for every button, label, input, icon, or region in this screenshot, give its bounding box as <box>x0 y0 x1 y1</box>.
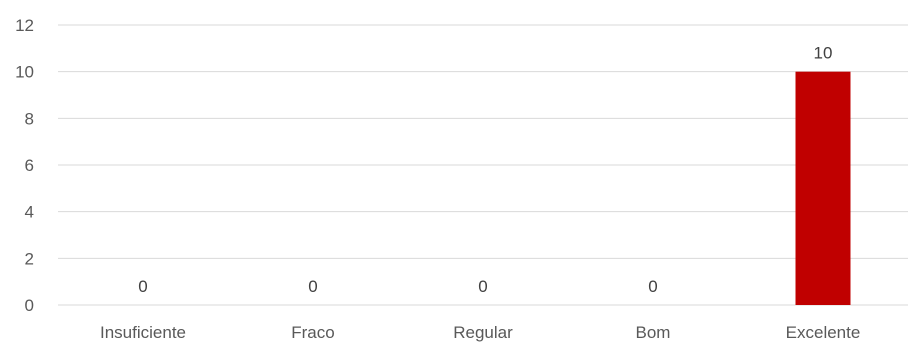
x-category-label: Fraco <box>291 323 334 342</box>
y-tick-label: 2 <box>25 249 34 268</box>
data-label-regular: 0 <box>478 277 487 296</box>
y-tick-label: 10 <box>15 63 34 82</box>
x-axis: Insuficiente Fraco Regular Bom Excelente <box>100 323 860 342</box>
data-label-excelente: 10 <box>814 44 833 63</box>
x-category-label: Regular <box>453 323 513 342</box>
data-labels: 0 0 0 0 10 <box>138 44 832 296</box>
x-category-label: Bom <box>636 323 671 342</box>
x-category-label: Insuficiente <box>100 323 186 342</box>
y-tick-label: 12 <box>15 16 34 35</box>
data-label-fraco: 0 <box>308 277 317 296</box>
data-label-insuficiente: 0 <box>138 277 147 296</box>
y-axis: 0 2 4 6 8 10 12 <box>15 16 34 315</box>
gridlines <box>58 24 908 306</box>
y-tick-label: 8 <box>25 109 34 128</box>
bars <box>795 71 851 306</box>
y-tick-label: 4 <box>25 203 34 222</box>
x-category-label: Excelente <box>786 323 861 342</box>
data-label-bom: 0 <box>648 277 657 296</box>
bar-excelente <box>795 71 851 306</box>
y-tick-label: 6 <box>25 156 34 175</box>
y-tick-label: 0 <box>25 296 34 315</box>
